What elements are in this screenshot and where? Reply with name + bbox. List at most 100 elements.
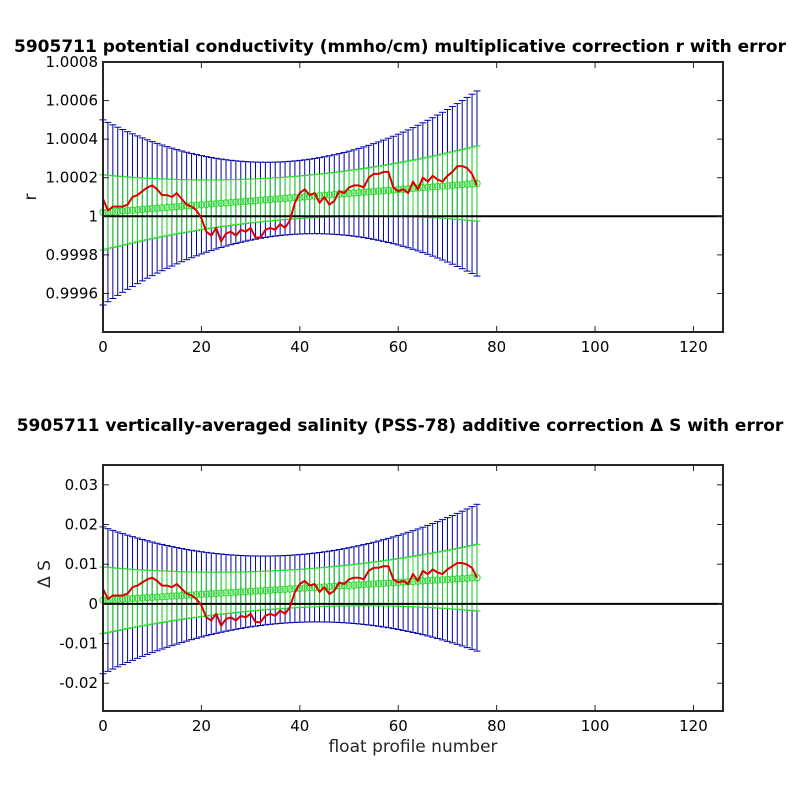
- fit-point: [217, 589, 225, 597]
- x-tick-label: 100: [581, 338, 610, 356]
- fit-point: [468, 574, 476, 582]
- fit-point: [433, 576, 442, 584]
- fit-point: [246, 587, 255, 596]
- fit-point: [448, 575, 457, 583]
- raw-correction-line: [102, 562, 478, 627]
- x-tick-label: 60: [389, 338, 408, 356]
- fit-point: [241, 197, 250, 206]
- fit-point: [365, 188, 373, 196]
- fit-point: [301, 193, 309, 201]
- fit-point: [192, 590, 201, 599]
- panel-salinity-correction: 5905711 vertically-averaged salinity (PS…: [17, 416, 784, 757]
- fit-point: [261, 586, 270, 595]
- fit-point: [232, 198, 240, 206]
- x-axis-label: float profile number: [328, 737, 497, 757]
- fit-point: [256, 196, 265, 204]
- fit-point: [369, 187, 378, 196]
- fit-point: [202, 590, 211, 598]
- fit-point: [438, 182, 447, 190]
- fit-point: [468, 180, 476, 188]
- fit-point: [355, 581, 363, 589]
- fit-point: [153, 204, 161, 212]
- fit-point: [428, 183, 437, 191]
- y-tick-label: -0.01: [59, 635, 98, 653]
- x-tick-label: 120: [679, 338, 708, 356]
- fit-point: [158, 204, 166, 212]
- x-tick-label: 80: [487, 338, 506, 356]
- fit-point: [463, 180, 471, 188]
- fit-point: [237, 198, 245, 206]
- fit-point: [320, 583, 329, 591]
- fit-point: [178, 202, 186, 211]
- x-tick-label: 100: [581, 717, 610, 735]
- y-tick-label: 1.0006: [46, 92, 99, 110]
- x-tick-label: 0: [98, 717, 108, 735]
- fit-point: [123, 206, 132, 215]
- y-tick-label: 0.03: [65, 476, 98, 494]
- fit-point: [360, 188, 368, 196]
- fit-point: [138, 594, 147, 602]
- y-tick-label: 0: [88, 595, 98, 613]
- x-tick-label: 60: [389, 717, 408, 735]
- fit-point: [148, 204, 156, 213]
- fit-point: [227, 198, 235, 207]
- fit-point: [246, 197, 255, 205]
- fit-point: [443, 182, 452, 190]
- fit-point: [473, 573, 481, 582]
- fit-point: [424, 576, 432, 585]
- fit-point: [428, 576, 437, 585]
- y-tick-label: 0.02: [65, 516, 98, 534]
- fit-point: [453, 181, 461, 189]
- fit-point: [261, 196, 270, 204]
- fit-point: [163, 592, 171, 601]
- fit-point: [443, 575, 452, 584]
- fit-point: [256, 587, 265, 595]
- fit-point: [414, 184, 422, 192]
- fit-point: [222, 589, 230, 597]
- fit-point: [438, 576, 447, 584]
- x-tick-label: 20: [192, 717, 211, 735]
- y-tick-label: -0.02: [59, 674, 98, 692]
- fit-point: [178, 591, 186, 600]
- x-tick-label: 40: [290, 338, 309, 356]
- x-tick-label: 20: [192, 338, 211, 356]
- y-tick-label: 0.9998: [46, 246, 99, 264]
- fit-point: [281, 585, 289, 593]
- y-tick-label: 1.0004: [46, 130, 99, 148]
- panel-conductivity-correction: 5905711 potential conductivity (mmho/cm)…: [14, 37, 787, 356]
- fit-point: [168, 203, 176, 211]
- fit-point: [473, 179, 481, 188]
- fit-point: [163, 203, 171, 212]
- fit-point: [340, 190, 348, 198]
- fit-point: [379, 579, 388, 588]
- chart-title: 5905711 vertically-averaged salinity (PS…: [17, 416, 784, 436]
- fit-point: [276, 195, 284, 203]
- fit-point: [369, 580, 378, 588]
- fit-point: [197, 201, 206, 209]
- fit-point: [340, 582, 348, 590]
- y-axis-label: Δ S: [35, 560, 55, 588]
- fit-point: [158, 593, 166, 601]
- x-tick-label: 120: [679, 717, 708, 735]
- fit-point: [207, 590, 215, 598]
- fit-point: [458, 180, 466, 189]
- fit-point: [207, 200, 215, 208]
- fit-point: [212, 199, 220, 208]
- fit-point: [123, 595, 132, 603]
- axes-frame: [102, 61, 724, 333]
- fit-point: [281, 194, 289, 203]
- x-tick-label: 40: [290, 717, 309, 735]
- fit-point: [192, 201, 201, 209]
- fit-point: [118, 207, 127, 215]
- fit-point: [271, 586, 279, 594]
- fit-point: [138, 205, 147, 214]
- raw-correction-line: [102, 165, 478, 243]
- fit-point: [345, 189, 353, 198]
- fit-point: [286, 585, 294, 593]
- fit-point: [276, 585, 284, 594]
- fit-point: [237, 588, 245, 596]
- fit-point: [374, 579, 383, 588]
- fit-point: [384, 186, 393, 195]
- fit-point: [114, 207, 122, 215]
- fit-point: [433, 182, 442, 191]
